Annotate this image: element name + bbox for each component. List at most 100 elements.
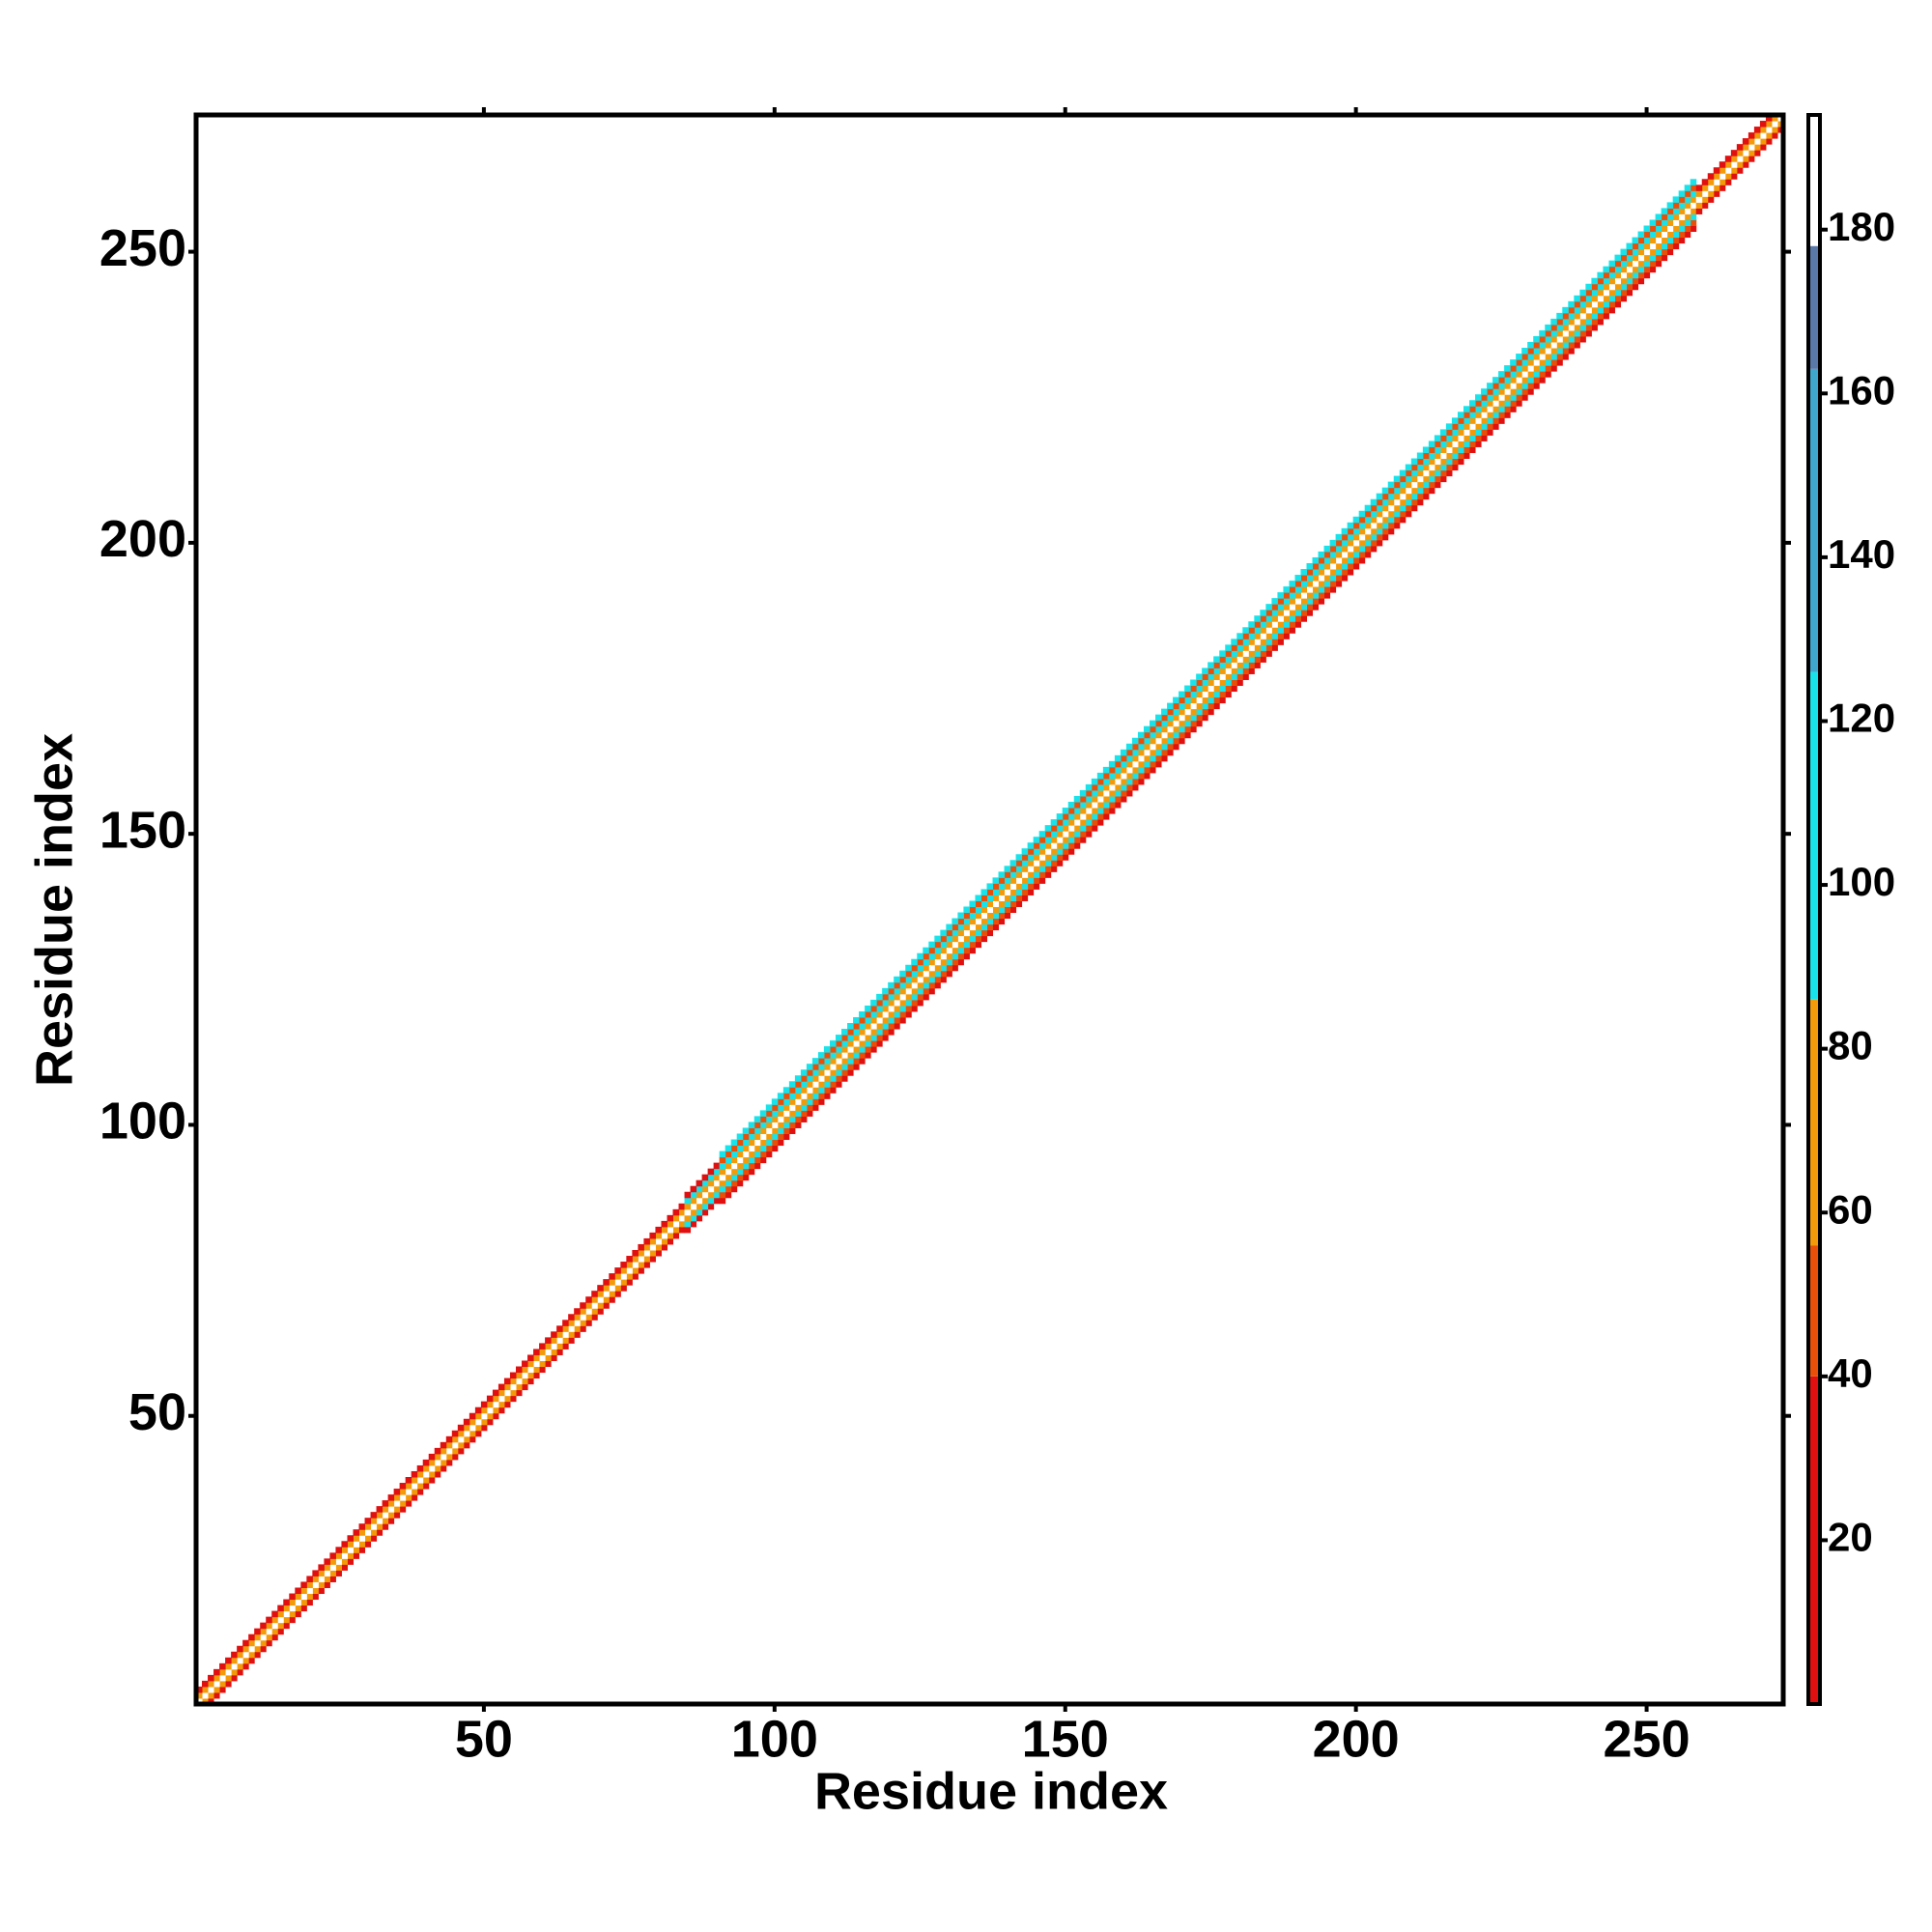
- heatmap-cell: [684, 1203, 692, 1210]
- heatmap-cell: [1225, 668, 1232, 674]
- heatmap-cell: [998, 889, 1006, 895]
- heatmap-cell: [208, 1674, 214, 1682]
- heatmap-cell: [923, 993, 929, 1001]
- heatmap-cell: [405, 1489, 412, 1495]
- heatmap-cell: [1312, 592, 1320, 599]
- heatmap-cell: [952, 964, 958, 972]
- heatmap-cell: [1690, 213, 1697, 220]
- heatmap-cell: [1073, 837, 1081, 843]
- heatmap-cell: [1184, 691, 1191, 698]
- heatmap-cell: [231, 1674, 238, 1682]
- heatmap-cell: [782, 1133, 790, 1141]
- heatmap-cell: [1742, 150, 1749, 156]
- heatmap-cell: [1196, 720, 1203, 727]
- heatmap-cell: [539, 1366, 546, 1374]
- heatmap-cell: [1021, 889, 1029, 895]
- heatmap-cell: [1190, 708, 1197, 716]
- heatmap-cell: [1271, 644, 1278, 651]
- heatmap-cell: [1137, 754, 1145, 762]
- heatmap-cell: [859, 1046, 866, 1053]
- heatmap-cell: [1416, 493, 1424, 500]
- heatmap-cell: [1347, 562, 1354, 570]
- heatmap-cell: [1219, 662, 1226, 668]
- heatmap-cell: [1067, 813, 1075, 820]
- heatmap-cell: [295, 1599, 301, 1606]
- heatmap-cell: [1568, 312, 1575, 320]
- heatmap-cell: [1370, 522, 1378, 529]
- heatmap-cell: [451, 1453, 459, 1461]
- heatmap-cell: [399, 1489, 407, 1495]
- heatmap-cell: [771, 1133, 779, 1141]
- heatmap-cell: [1318, 581, 1325, 587]
- heatmap-cell: [1597, 277, 1604, 285]
- heatmap-cell: [306, 1587, 313, 1595]
- heatmap-cell: [416, 1477, 424, 1484]
- heatmap-cell: [1387, 487, 1395, 495]
- heatmap-cell: [1347, 569, 1354, 576]
- heatmap-cell: [225, 1680, 232, 1688]
- heatmap-cell: [888, 993, 895, 1001]
- heatmap-cell: [1439, 452, 1447, 460]
- heatmap-cell: [986, 889, 994, 895]
- heatmap-cell: [1289, 627, 1295, 634]
- heatmap-cell: [202, 1680, 209, 1688]
- heatmap-cell: [1289, 586, 1295, 593]
- heatmap-cell: [1108, 808, 1116, 814]
- heatmap-cell: [1248, 662, 1255, 668]
- heatmap-cell: [1410, 493, 1418, 500]
- heatmap-cell: [1120, 749, 1127, 756]
- heatmap-cell: [1073, 842, 1081, 849]
- heatmap-cell: [1085, 783, 1093, 791]
- heatmap-cell: [358, 1523, 366, 1530]
- heatmap-cell: [876, 1005, 883, 1012]
- heatmap-cell: [1254, 650, 1261, 657]
- heatmap-cell: [1626, 254, 1634, 262]
- heatmap-cell: [1637, 248, 1645, 256]
- heatmap-cell: [1312, 562, 1320, 570]
- heatmap-cell: [1504, 365, 1511, 372]
- heatmap-cell: [1323, 551, 1331, 558]
- heatmap-cell: [1463, 406, 1470, 412]
- heatmap-cell: [1131, 772, 1139, 780]
- heatmap-cell: [777, 1093, 784, 1099]
- heatmap-cell: [992, 918, 1000, 925]
- heatmap-cell: [1167, 731, 1174, 739]
- heatmap-cell: [963, 947, 970, 954]
- heatmap-cell: [730, 1179, 738, 1187]
- heatmap-cell: [1626, 289, 1634, 297]
- heatmap-cell: [1131, 749, 1139, 756]
- heatmap-cell: [1277, 627, 1284, 634]
- heatmap-cell: [998, 883, 1006, 890]
- heatmap-cell: [1155, 743, 1162, 751]
- heatmap-cell: [522, 1372, 528, 1379]
- heatmap-cell: [1533, 335, 1540, 343]
- heatmap-cell: [777, 1104, 784, 1111]
- heatmap-cell: [1521, 359, 1528, 366]
- heatmap-cell: [748, 1145, 755, 1152]
- heatmap-cell: [574, 1314, 581, 1321]
- heatmap-cell: [1574, 306, 1580, 314]
- heatmap-cell: [782, 1104, 790, 1111]
- heatmap-cell: [1556, 318, 1563, 326]
- heatmap-cell: [1062, 848, 1069, 855]
- heatmap-cell: [1323, 562, 1331, 570]
- heatmap-cell: [376, 1506, 384, 1513]
- heatmap-cell: [597, 1308, 604, 1315]
- heatmap-cell: [823, 1052, 831, 1059]
- heatmap-cell: [1248, 639, 1255, 645]
- heatmap-cell: [992, 906, 1000, 914]
- heatmap-cell: [445, 1441, 453, 1449]
- heatmap-cell: [591, 1296, 598, 1303]
- heatmap-cell: [1364, 522, 1372, 529]
- colorbar-step: [1808, 368, 1820, 672]
- heatmap-cell: [1306, 581, 1314, 587]
- heatmap-cell: [411, 1477, 418, 1484]
- heatmap-cell: [1469, 406, 1476, 412]
- heatmap-cell: [742, 1127, 750, 1134]
- heatmap-cell: [975, 935, 981, 943]
- heatmap-cell: [1736, 161, 1744, 168]
- heatmap-cell: [806, 1081, 813, 1088]
- heatmap-cell: [899, 999, 906, 1007]
- heatmap-cell: [742, 1151, 750, 1158]
